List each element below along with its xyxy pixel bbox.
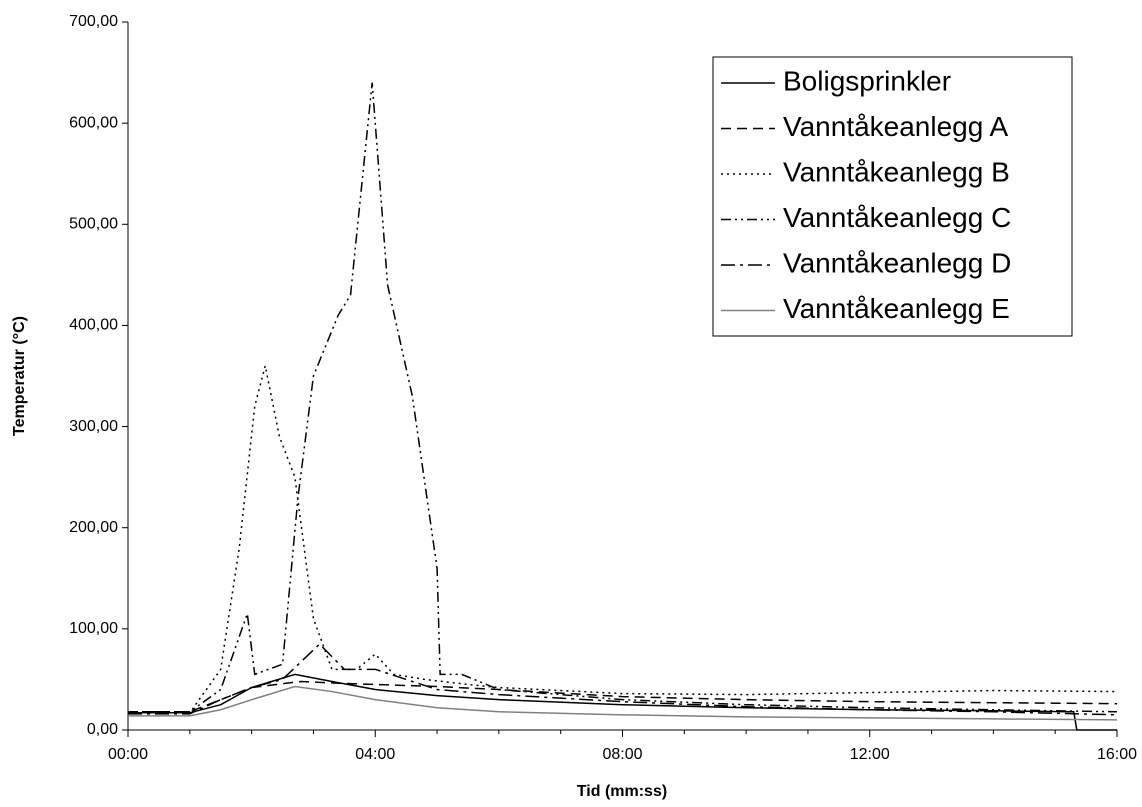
x-tick-label: 16:00 [1097,746,1137,763]
legend-label: Vanntåkeanlegg D [783,247,1011,278]
y-tick-label: 500,00 [69,216,118,233]
y-axis-title: Temperatur (°C) [11,316,28,436]
x-tick-label: 00:00 [108,746,148,763]
y-tick-label: 100,00 [69,620,118,637]
legend-label: Vanntåkeanlegg E [783,293,1010,324]
x-tick-label: 12:00 [850,746,890,763]
y-tick-label: 0,00 [87,721,118,738]
y-tick-label: 700,00 [69,13,118,30]
series-line [128,673,1117,731]
y-tick-label: 300,00 [69,418,118,435]
series-line [128,685,1118,721]
x-axis-title: Tid (mm:ss) [577,783,667,800]
series-line [128,680,1118,713]
x-tick-label: 04:00 [355,746,395,763]
legend-label: Vanntåkeanlegg A [783,111,1009,142]
legend-box [712,56,1073,337]
y-tick-label: 600,00 [69,114,118,131]
series-line [128,82,1118,713]
legend-label: Vanntåkeanlegg B [783,156,1010,187]
y-tick-label: 200,00 [69,519,118,536]
y-tick-label: 400,00 [69,317,118,334]
x-tick-label: 08:00 [602,746,642,763]
series-line [128,642,1118,716]
legend-label: Vanntåkeanlegg C [783,202,1011,233]
legend-label: Boligsprinkler [783,65,951,96]
series-line [128,365,1118,714]
